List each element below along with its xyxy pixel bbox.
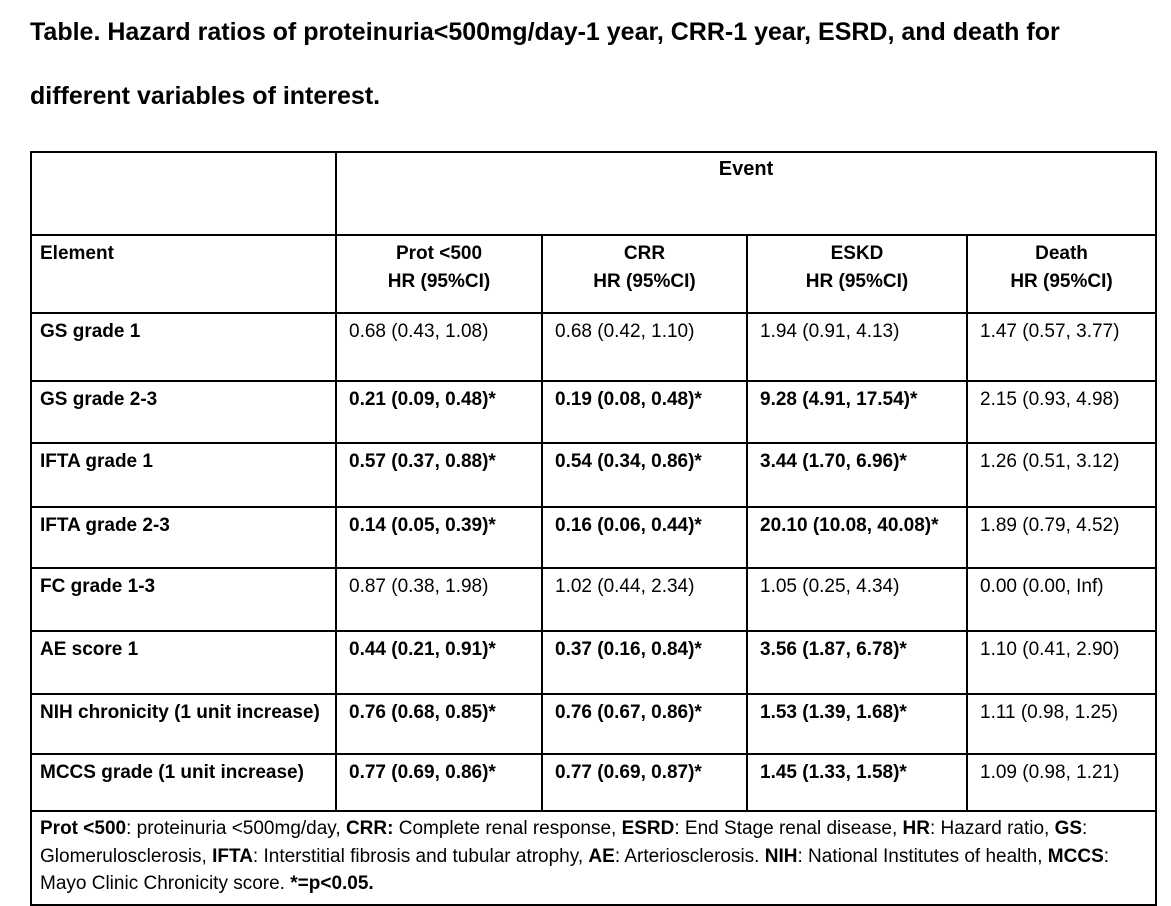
footnote-text: : Interstitial fibrosis and tubular atro… bbox=[252, 845, 589, 867]
column-header-subtitle: HR (95%CI) bbox=[805, 270, 909, 292]
column-header-eskd: ESKD HR (95%CI) bbox=[746, 234, 968, 314]
column-header-prot500: Prot <500 HR (95%CI) bbox=[335, 234, 543, 314]
table-row-fc-grade-1-3: FC grade 1-3 0.87 (0.38, 1.98) 1.02 (0.4… bbox=[30, 567, 1158, 632]
hr-value-cell: 1.05 (0.25, 4.34) bbox=[746, 567, 968, 632]
hr-value-cell: 3.44 (1.70, 6.96)* bbox=[746, 442, 968, 508]
hr-value-cell: 0.68 (0.42, 1.10) bbox=[541, 312, 748, 382]
table-row-ae-score-1: AE score 1 0.44 (0.21, 0.91)* 0.37 (0.16… bbox=[30, 630, 1158, 695]
hr-value-cell: 1.11 (0.98, 1.25) bbox=[965, 693, 1158, 755]
row-label: GS grade 2-3 bbox=[30, 380, 337, 444]
hr-value-cell: 0.76 (0.68, 0.85)* bbox=[335, 693, 543, 755]
column-header-subtitle: HR (95%CI) bbox=[387, 270, 491, 292]
hr-value-cell: 20.10 (10.08, 40.08)* bbox=[746, 506, 968, 569]
hr-value-cell: 3.56 (1.87, 6.78)* bbox=[746, 630, 968, 695]
hazard-ratio-table: Event Element Prot <500 HR (95%CI) CRR H… bbox=[29, 151, 1158, 906]
hr-value-cell: 1.47 (0.57, 3.77) bbox=[965, 312, 1158, 382]
footnote-term: MCCS bbox=[1047, 845, 1104, 867]
hr-value-cell: 1.89 (0.79, 4.52) bbox=[965, 506, 1158, 569]
hr-value-cell: 0.19 (0.08, 0.48)* bbox=[541, 380, 748, 444]
hr-value-cell: 0.44 (0.21, 0.91)* bbox=[335, 630, 543, 695]
footnote-text: : proteinuria <500mg/day, bbox=[126, 818, 346, 839]
hr-value-cell: 2.15 (0.93, 4.98) bbox=[965, 380, 1158, 444]
table-row-ifta-grade-2-3: IFTA grade 2-3 0.14 (0.05, 0.39)* 0.16 (… bbox=[30, 506, 1158, 569]
event-header-cell: Event bbox=[334, 151, 1158, 236]
column-header-title: CRR bbox=[623, 243, 666, 264]
footnote-term: GS bbox=[1054, 818, 1083, 839]
hr-value-cell: 1.26 (0.51, 3.12) bbox=[965, 442, 1158, 508]
hr-value-cell: 1.02 (0.44, 2.34) bbox=[541, 567, 748, 632]
footnote-significance: *=p<0.05. bbox=[290, 873, 374, 895]
hr-value-cell: 0.54 (0.34, 0.86)* bbox=[541, 442, 748, 508]
hr-value-cell: 9.28 (4.91, 17.54)* bbox=[746, 380, 968, 444]
element-header-cell: Element bbox=[30, 234, 337, 314]
footnote-text: : National Institutes of health, bbox=[797, 845, 1048, 867]
table-row-mccs-grade: MCCS grade (1 unit increase) 0.77 (0.69,… bbox=[30, 753, 1158, 812]
row-label: GS grade 1 bbox=[30, 312, 337, 382]
hr-value-cell: 0.68 (0.43, 1.08) bbox=[335, 312, 543, 382]
hr-value-cell: 0.77 (0.69, 0.86)* bbox=[335, 753, 543, 812]
hr-value-cell: 0.77 (0.69, 0.87)* bbox=[541, 753, 748, 812]
table-row-gs-grade-2-3: GS grade 2-3 0.21 (0.09, 0.48)* 0.19 (0.… bbox=[30, 380, 1158, 444]
column-header-crr: CRR HR (95%CI) bbox=[541, 234, 748, 314]
hr-value-cell: 0.16 (0.06, 0.44)* bbox=[541, 506, 748, 569]
hr-value-cell: 0.14 (0.05, 0.39)* bbox=[335, 506, 543, 569]
row-label: NIH chronicity (1 unit increase) bbox=[30, 693, 337, 755]
hr-value-cell: 0.57 (0.37, 0.88)* bbox=[335, 442, 543, 508]
column-header-subtitle: HR (95%CI) bbox=[593, 270, 696, 292]
footnote-term: HR bbox=[902, 818, 930, 839]
row-label: MCCS grade (1 unit increase) bbox=[30, 753, 337, 812]
hr-value-cell: 1.09 (0.98, 1.21) bbox=[965, 753, 1158, 812]
footnote-text: : Arteriosclerosis. bbox=[614, 845, 765, 867]
column-header-title: Death bbox=[1035, 243, 1088, 264]
column-header-death: Death HR (95%CI) bbox=[965, 234, 1158, 314]
column-header-title: Prot <500 bbox=[395, 243, 483, 264]
footnote-text: : End Stage renal disease, bbox=[674, 818, 903, 839]
footnote-term: CRR: bbox=[345, 818, 394, 839]
hr-value-cell: 1.53 (1.39, 1.68)* bbox=[746, 693, 968, 755]
row-label: FC grade 1-3 bbox=[30, 567, 337, 632]
footnote-term: Prot <500 bbox=[40, 818, 127, 839]
hr-value-cell: 1.45 (1.33, 1.58)* bbox=[746, 753, 968, 812]
hr-value-cell: 0.00 (0.00, Inf) bbox=[965, 567, 1158, 632]
hr-value-cell: 0.87 (0.38, 1.98) bbox=[335, 567, 543, 632]
footnote-text: : Mayo Clinic Chronicity score. bbox=[40, 845, 1110, 895]
table-row-ifta-grade-1: IFTA grade 1 0.57 (0.37, 0.88)* 0.54 (0.… bbox=[30, 442, 1158, 508]
hr-value-cell: 1.94 (0.91, 4.13) bbox=[746, 312, 968, 382]
empty-corner-cell bbox=[30, 151, 337, 236]
footnote-term: AE bbox=[588, 845, 615, 867]
hr-value-cell: 0.37 (0.16, 0.84)* bbox=[541, 630, 748, 695]
column-header-row: Element Prot <500 HR (95%CI) CRR HR (95%… bbox=[30, 234, 1158, 314]
hr-value-cell: 1.10 (0.41, 2.90) bbox=[965, 630, 1158, 695]
column-header-subtitle: HR (95%CI) bbox=[1010, 270, 1113, 292]
table-title: Table. Hazard ratios of proteinuria<500m… bbox=[30, 18, 1060, 110]
table-row-nih-chronicity: NIH chronicity (1 unit increase) 0.76 (0… bbox=[30, 693, 1158, 755]
table-row-gs-grade-1: GS grade 1 0.68 (0.43, 1.08) 0.68 (0.42,… bbox=[30, 312, 1158, 382]
footnote-text: Complete renal response, bbox=[393, 818, 622, 839]
event-header-row: Event bbox=[30, 151, 1158, 236]
footnote-term: NIH bbox=[764, 845, 798, 867]
hr-value-cell: 0.76 (0.67, 0.86)* bbox=[541, 693, 748, 755]
row-label: AE score 1 bbox=[30, 630, 337, 695]
footnote-term: IFTA bbox=[212, 845, 253, 867]
footnote-term: ESRD bbox=[621, 818, 675, 839]
footnote-row: Prot <500: proteinuria <500mg/day, CRR: … bbox=[29, 810, 1158, 906]
column-header-title: ESKD bbox=[830, 243, 884, 264]
footnote-text: : Hazard ratio, bbox=[929, 818, 1055, 839]
row-label: IFTA grade 1 bbox=[30, 442, 337, 508]
footnote-cell: Prot <500: proteinuria <500mg/day, CRR: … bbox=[29, 810, 1158, 906]
row-label: IFTA grade 2-3 bbox=[30, 506, 337, 569]
hr-value-cell: 0.21 (0.09, 0.48)* bbox=[335, 380, 543, 444]
footnote-text: : Glomerulosclerosis, bbox=[40, 818, 1088, 867]
